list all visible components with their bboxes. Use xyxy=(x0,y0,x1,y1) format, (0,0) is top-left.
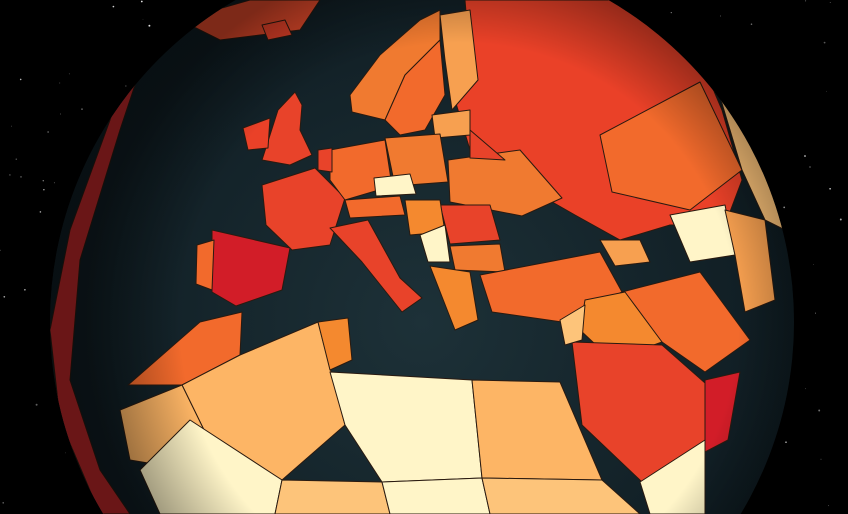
star xyxy=(828,505,830,507)
star xyxy=(804,155,806,157)
star xyxy=(0,249,1,252)
star xyxy=(53,182,55,184)
globe-shading xyxy=(50,0,794,514)
star xyxy=(42,180,44,182)
star xyxy=(2,502,4,504)
star xyxy=(59,82,61,84)
star xyxy=(148,24,151,27)
star xyxy=(39,211,42,213)
star xyxy=(59,113,61,115)
star xyxy=(19,78,22,81)
star xyxy=(805,0,807,2)
star xyxy=(783,206,786,209)
star xyxy=(9,174,11,176)
star xyxy=(839,218,842,221)
star xyxy=(142,18,144,20)
star xyxy=(24,289,26,291)
star xyxy=(125,85,127,87)
star xyxy=(81,108,83,110)
star xyxy=(720,15,721,17)
star xyxy=(47,131,49,133)
star xyxy=(15,158,18,160)
star xyxy=(813,264,815,265)
star xyxy=(20,176,22,178)
star xyxy=(68,73,70,75)
star xyxy=(750,23,753,25)
star xyxy=(785,441,787,444)
star xyxy=(11,125,12,127)
star xyxy=(826,90,827,92)
star xyxy=(823,41,826,44)
star xyxy=(818,409,821,412)
star xyxy=(805,388,807,390)
star xyxy=(35,403,38,406)
star xyxy=(140,0,143,3)
star xyxy=(3,295,6,298)
star xyxy=(670,11,672,14)
star xyxy=(829,2,831,3)
star xyxy=(112,5,115,8)
star xyxy=(65,452,66,454)
star xyxy=(814,312,817,314)
star xyxy=(820,458,822,460)
star xyxy=(809,166,811,168)
star xyxy=(829,188,831,190)
star xyxy=(43,189,45,191)
